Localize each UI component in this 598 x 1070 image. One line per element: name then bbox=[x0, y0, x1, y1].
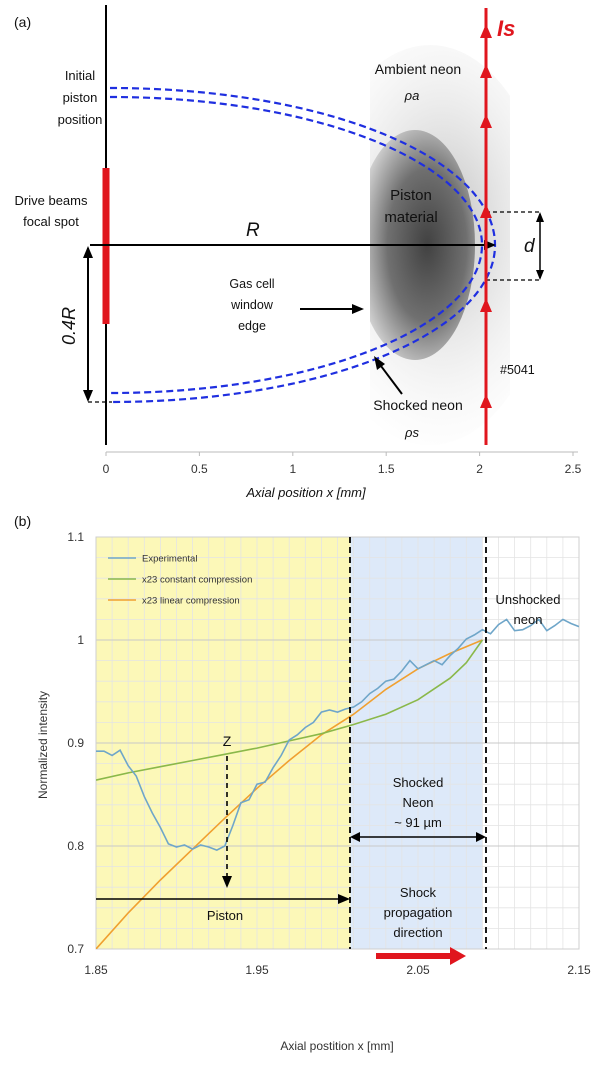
d-arrowhead-bottom bbox=[536, 270, 544, 280]
legend-linear: x23 linear compression bbox=[142, 596, 240, 607]
panel-a-label: (a) bbox=[14, 14, 31, 30]
y-tick-label: 0.7 bbox=[67, 942, 84, 956]
shocked-neon-arrow bbox=[377, 361, 403, 395]
shocked-neon-label: Shocked neon bbox=[373, 397, 463, 413]
initial-piston-line2: piston bbox=[63, 90, 98, 105]
drive-beams-line2: focal spot bbox=[23, 214, 79, 229]
piston-arrowhead bbox=[338, 894, 350, 904]
shock-direction-arrowhead bbox=[450, 947, 466, 965]
y-tick-label: 1.1 bbox=[67, 530, 84, 544]
piston-annotation: Piston bbox=[207, 908, 243, 923]
panel-a-x-tick-label: 2 bbox=[476, 462, 483, 476]
panel-b-label: (b) bbox=[14, 513, 31, 529]
zero-four-r-label: 0.4R bbox=[59, 307, 79, 345]
rho-s-label: ρs bbox=[404, 425, 419, 440]
initial-piston-line3: position bbox=[58, 112, 103, 127]
panel-a-x-tick-label: 1.5 bbox=[378, 462, 395, 476]
rho-a-label: ρa bbox=[404, 88, 420, 103]
x-tick-label: 1.95 bbox=[245, 963, 269, 977]
panel-b-ticks: 0.7 0.8 0.9 1 1.1 1.85 1.95 2.05 2.15 bbox=[67, 530, 591, 977]
shocked-label-line2: Neon bbox=[402, 795, 433, 810]
zero-four-r-arrowhead-bottom bbox=[83, 390, 93, 402]
x-tick-label: 2.15 bbox=[567, 963, 591, 977]
plot-frame bbox=[95, 536, 580, 950]
panel-b-y-axis-label: Normalized intensity bbox=[36, 691, 50, 799]
panel-b-x-axis-label: Axial postition x [mm] bbox=[280, 1039, 393, 1053]
z-arrowhead bbox=[222, 876, 232, 888]
legend-constant: x23 constant compression bbox=[142, 575, 252, 586]
shock-dir-line1: Shock bbox=[400, 885, 437, 900]
x-tick-label: 2.05 bbox=[406, 963, 430, 977]
y-tick-label: 0.8 bbox=[67, 839, 84, 853]
panel-b: (b) 0.7 0.8 0.9 1 1.1 1.85 1.95 2.05 2.15 Experi… bbox=[14, 513, 591, 1053]
zero-four-r-arrowhead-top bbox=[83, 246, 93, 258]
panel-a: (a) R 0.4R d bbox=[14, 5, 582, 500]
panel-a-x-tick-label: 1 bbox=[289, 462, 296, 476]
gas-cell-arrowhead bbox=[352, 304, 364, 314]
gas-cell-line1: Gas cell bbox=[229, 277, 274, 291]
x-tick-label: 1.85 bbox=[84, 963, 108, 977]
y-tick-label: 1 bbox=[77, 633, 84, 647]
unshocked-line1: Unshocked bbox=[495, 592, 560, 607]
panel-a-x-tick-label: 2.5 bbox=[565, 462, 582, 476]
gas-cell-line3: edge bbox=[238, 319, 266, 333]
shocked-width-arrowhead-left bbox=[350, 832, 360, 842]
drive-beams-line1: Drive beams bbox=[15, 193, 88, 208]
panel-a-x-axis-label: Axial position x [mm] bbox=[245, 485, 366, 500]
legend-experimental: Experimental bbox=[142, 554, 197, 565]
gas-cell-line2: window bbox=[230, 298, 274, 312]
shocked-width-arrowhead-right bbox=[476, 832, 486, 842]
series-experimental bbox=[96, 618, 579, 851]
shot-number: #5041 bbox=[500, 363, 535, 377]
ambient-neon-label: Ambient neon bbox=[375, 61, 461, 77]
is-arrows bbox=[480, 24, 492, 408]
initial-piston-line1: Initial bbox=[65, 68, 95, 83]
piston-material-line2: material bbox=[384, 209, 437, 226]
shocked-label-line3: ~ 91 µm bbox=[394, 815, 442, 830]
unshocked-line2: neon bbox=[514, 612, 543, 627]
shock-dir-line3: direction bbox=[393, 925, 442, 940]
shocked-label-line1: Shocked bbox=[393, 775, 444, 790]
panel-a-x-ticks: 0 0.5 1 1.5 2 2.5 bbox=[103, 452, 582, 476]
panel-a-x-tick-label: 0.5 bbox=[191, 462, 208, 476]
d-label: d bbox=[524, 236, 536, 257]
shock-dir-line2: propagation bbox=[384, 905, 453, 920]
shock-front-inner bbox=[109, 95, 484, 395]
is-label: Is bbox=[497, 16, 515, 41]
r-label: R bbox=[246, 220, 260, 241]
shocked-neon-arrowhead bbox=[374, 356, 385, 370]
piston-material-line1: Piston bbox=[390, 187, 432, 204]
panel-b-grid bbox=[95, 536, 580, 950]
y-tick-label: 0.9 bbox=[67, 736, 84, 750]
legend: Experimental x23 constant compression x2… bbox=[108, 554, 252, 607]
series-x23-constant-compression bbox=[96, 639, 484, 781]
z-label: Z bbox=[223, 733, 232, 749]
d-arrowhead-top bbox=[536, 212, 544, 222]
panel-a-x-tick-label: 0 bbox=[103, 462, 110, 476]
